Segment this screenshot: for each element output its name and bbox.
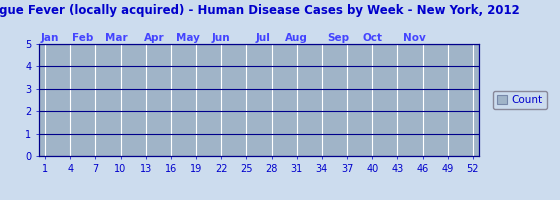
Legend: Count: Count bbox=[493, 91, 547, 109]
Text: Dengue Fever (locally acquired) - Human Disease Cases by Week - New York, 2012: Dengue Fever (locally acquired) - Human … bbox=[0, 4, 520, 17]
